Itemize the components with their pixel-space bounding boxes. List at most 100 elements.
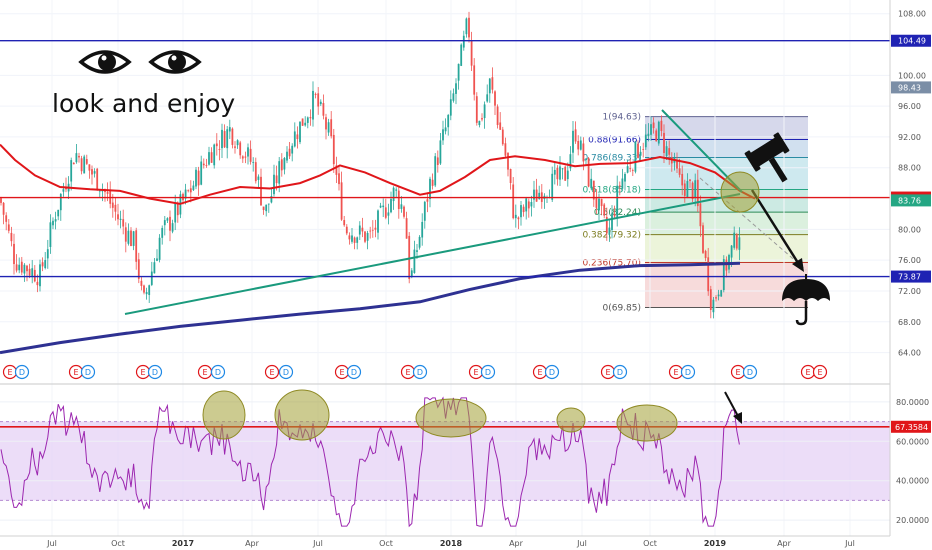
marker-circle [278, 364, 294, 380]
earnings-marker[interactable]: E [197, 364, 213, 380]
price-tick-label: 72.00 [898, 287, 921, 296]
candle-body [423, 201, 426, 221]
candle-body [137, 259, 140, 279]
candle-body [400, 204, 403, 209]
highlight-ellipse[interactable] [720, 171, 760, 213]
candle-body [265, 204, 268, 212]
candle-body [696, 179, 699, 207]
highlight-ellipse[interactable] [415, 398, 487, 438]
price-tick-label: 64.00 [898, 349, 921, 358]
candle-body [585, 158, 587, 160]
time-axis[interactable]: Jul Oct 2017 Apr Jul Oct 2018 Apr Jul Oct 2019 Apr J… [0, 535, 932, 550]
earnings-marker[interactable]: E [730, 364, 746, 380]
candle-body [70, 160, 73, 182]
earnings-marker[interactable]: E [600, 364, 616, 380]
ascending-trendline[interactable] [124, 193, 741, 315]
dividend-marker[interactable]: D [14, 364, 30, 380]
candle-body [301, 118, 304, 126]
earnings-marker[interactable]: E [532, 364, 548, 380]
earnings-marker[interactable]: E [668, 364, 684, 380]
earnings-marker[interactable]: E [334, 364, 350, 380]
earnings-marker[interactable]: E [400, 364, 416, 380]
dividend-marker[interactable]: D [346, 364, 362, 380]
candle-body [343, 220, 346, 226]
dividend-marker[interactable]: D [544, 364, 560, 380]
candle-body [577, 140, 580, 150]
dividend-marker[interactable]: D [742, 364, 758, 380]
earnings-marker[interactable]: E [2, 364, 18, 380]
projection-line[interactable] [699, 177, 807, 271]
candle-body [535, 189, 538, 202]
marker-circle [544, 364, 560, 380]
candle-body [205, 165, 208, 166]
candle-body [374, 227, 377, 230]
candle-body [551, 173, 554, 200]
earnings-marker[interactable]: E [68, 364, 84, 380]
fib-level-label: 0.786(89.33) [582, 154, 641, 164]
candle-body [226, 129, 229, 149]
candle-body [390, 198, 392, 213]
candle-body [44, 260, 47, 269]
price-tick-label: 92.00 [898, 133, 921, 142]
dividend-marker[interactable]: D [80, 364, 96, 380]
candle-body [189, 188, 192, 193]
candle-body [715, 297, 717, 299]
candle-body [41, 262, 44, 267]
price-tick-label: 76.00 [898, 256, 921, 265]
dividend-marker[interactable]: D [210, 364, 226, 380]
candle-body [200, 161, 203, 185]
candle-body [592, 180, 595, 200]
dividend-marker[interactable]: D [412, 364, 428, 380]
candle-body [384, 207, 387, 218]
highlight-ellipse[interactable] [556, 407, 586, 433]
earnings-marker[interactable]: E [800, 364, 816, 380]
dividend-marker[interactable]: D [147, 364, 163, 380]
annotation-text: look and enjoy [52, 89, 235, 118]
candle-body [507, 152, 509, 170]
user-drawings[interactable]: look and enjoy [52, 50, 830, 424]
time-tick-label: Jul [844, 539, 855, 548]
time-tick-labels: Jul Oct 2017 Apr Jul Oct 2018 Apr Jul Oct 2019 Apr J… [46, 539, 855, 548]
price-gridlines [0, 0, 890, 536]
candle-body [213, 144, 216, 166]
time-tick-label: 2019 [704, 539, 727, 548]
dividend-marker[interactable]: D [612, 364, 628, 380]
candle-body [569, 154, 572, 169]
candle-body [707, 257, 710, 292]
marker-label: E [805, 368, 810, 377]
price-panel[interactable]: 1(94.63) 0.88(91.66) 0.786(89.33) 0.618(85.… [0, 0, 890, 536]
oscillator-panel[interactable] [0, 389, 890, 528]
candle-body [538, 192, 541, 200]
marker-label: D [215, 368, 221, 377]
earnings-marker[interactable]: E [468, 364, 484, 380]
dividend-marker[interactable]: D [278, 364, 294, 380]
dividend-marker[interactable]: D [680, 364, 696, 380]
earnings-marker[interactable]: E [135, 364, 151, 380]
candle-body [127, 230, 130, 244]
highlight-ellipses[interactable] [202, 389, 678, 442]
price-axis[interactable]: 108.00 100.00 96.00 92.00 88.00 80.00 76.00 72.… [889, 0, 932, 536]
earnings-marker[interactable]: E [812, 364, 828, 380]
candle-body [158, 237, 161, 260]
dividend-marker[interactable]: D [480, 364, 496, 380]
candle-body [267, 203, 270, 205]
oscillator-tick-label: 60.0000 [896, 437, 929, 446]
candle-body [33, 269, 36, 282]
candle-body [54, 219, 57, 222]
candle-body [215, 143, 218, 147]
highlight-ellipse[interactable] [202, 390, 246, 440]
candle-body [210, 152, 213, 163]
marker-label: E [140, 368, 145, 377]
highlight-ellipse[interactable] [616, 404, 678, 442]
earnings-marker[interactable]: E [264, 364, 280, 380]
candle-body [62, 189, 65, 192]
candle-body [470, 40, 473, 66]
candle-body [187, 190, 190, 192]
marker-circle [210, 364, 226, 380]
highlight-ellipse[interactable] [274, 389, 330, 441]
candle-body [325, 117, 327, 130]
candle-body [709, 289, 712, 310]
candle-body [499, 122, 502, 130]
